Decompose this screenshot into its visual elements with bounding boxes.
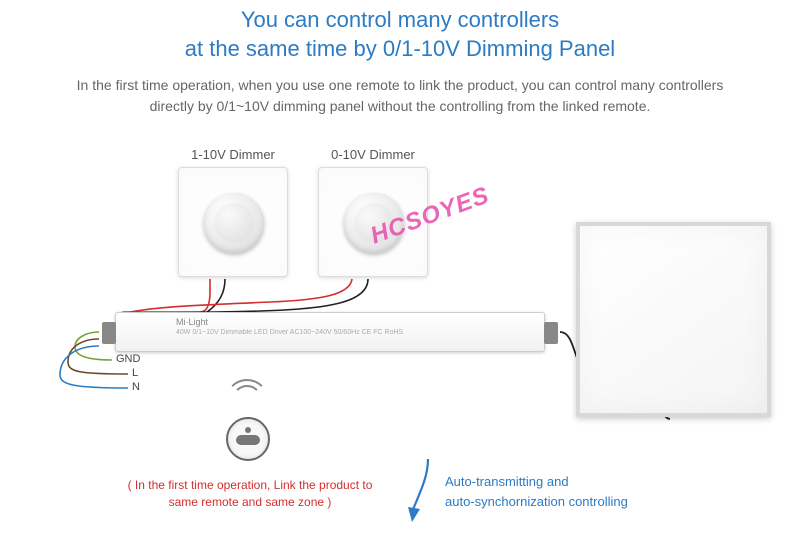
note-blue: Auto-transmitting and auto-synchornizati… xyxy=(445,472,628,511)
dimmer-knob-icon xyxy=(204,193,264,253)
driver-brand: Mi·Light xyxy=(176,317,208,327)
terminal-gnd: GND xyxy=(116,353,140,365)
note-red: ( In the first time operation, Link the … xyxy=(120,477,380,511)
remote-icon xyxy=(226,417,270,461)
page-subtitle: In the first time operation, when you us… xyxy=(0,75,800,117)
wire-dimmer2-red xyxy=(120,279,352,315)
title-line2: at the same time by 0/1-10V Dimming Pane… xyxy=(185,36,615,61)
terminal-n: N xyxy=(132,381,140,393)
led-driver: Mi·Light 40W 0/1~10V Dimmable LED Driver… xyxy=(115,312,545,352)
led-panel xyxy=(576,222,771,417)
page-title: You can control many controllers at the … xyxy=(0,0,800,63)
arrow-down-head xyxy=(408,507,420,522)
arrow-down xyxy=(412,459,428,512)
driver-spec: 40W 0/1~10V Dimmable LED Driver AC100~24… xyxy=(176,329,476,336)
title-line1: You can control many controllers xyxy=(241,7,559,32)
wiring-diagram: 1-10V Dimmer 0-10V Dimmer Mi·Light 40W 0… xyxy=(0,127,800,527)
dimmer-left-label: 1-10V Dimmer xyxy=(178,147,288,162)
note-blue-line2: auto-synchornization controlling xyxy=(445,494,628,509)
dimmer-left xyxy=(178,167,288,277)
terminal-l: L xyxy=(132,367,138,379)
dimmer-right-label: 0-10V Dimmer xyxy=(318,147,428,162)
note-blue-line1: Auto-transmitting and xyxy=(445,474,569,489)
